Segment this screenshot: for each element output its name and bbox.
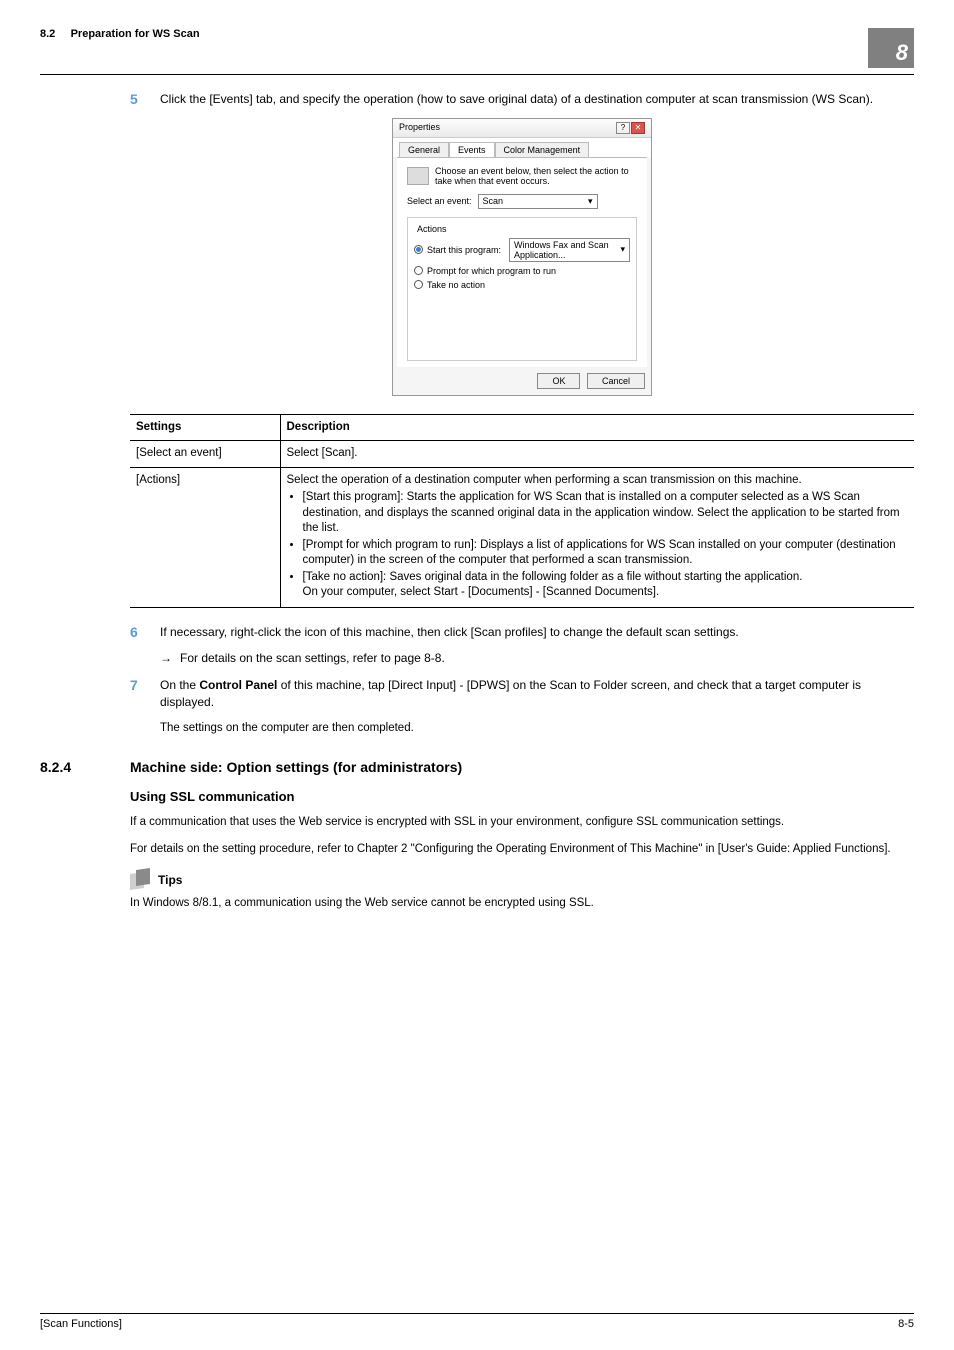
step-7-after: The settings on the computer are then co… <box>160 720 914 737</box>
step-5: 5 Click the [Events] tab, and specify th… <box>130 91 914 108</box>
tips-label: Tips <box>158 873 182 887</box>
radio-noaction-label: Take no action <box>427 280 485 290</box>
cell-select-scan: Select [Scan]. <box>280 441 914 468</box>
actions-group: Actions Start this program: Windows Fax … <box>407 217 637 361</box>
bullet-prompt: [Prompt for which program to run]: Displ… <box>303 538 909 569</box>
step-6-sub: → For details on the scan settings, refe… <box>160 651 914 665</box>
bullet-noaction-a: [Take no action]: Saves original data in… <box>303 571 803 583</box>
step-6-text: If necessary, right-click the icon of th… <box>160 624 914 641</box>
header-rule <box>40 74 914 75</box>
bullet-noaction-b: On your computer, select Start - [Docume… <box>303 586 660 598</box>
program-dropdown[interactable]: Windows Fax and Scan Application... ▾ <box>509 238 630 262</box>
tab-events[interactable]: Events <box>449 142 495 157</box>
step-7-bold: Control Panel <box>199 678 277 692</box>
cell-actions: [Actions] <box>130 467 280 607</box>
step-7-a: On the <box>160 678 199 692</box>
dialog-window-controls: ? ✕ <box>615 122 645 134</box>
select-event-value: Scan <box>483 196 504 206</box>
footer: [Scan Functions] 8-5 <box>40 1313 914 1330</box>
table-row: [Select an event] Select [Scan]. <box>130 441 914 468</box>
radio-start-label: Start this program: <box>427 245 501 255</box>
dialog-tabs: General Events Color Management <box>393 138 651 157</box>
radio-selected-icon <box>414 245 423 254</box>
actions-label: Actions <box>414 224 450 234</box>
step-7-num: 7 <box>130 677 160 693</box>
cell-select-event: [Select an event] <box>130 441 280 468</box>
radio-unselected-icon <box>414 266 423 275</box>
section-title: Preparation for WS Scan <box>71 28 200 40</box>
th-description: Description <box>280 414 914 441</box>
step-6-num: 6 <box>130 624 160 640</box>
th-settings: Settings <box>130 414 280 441</box>
footer-left: [Scan Functions] <box>40 1318 122 1330</box>
bullet-start-program: [Start this program]: Starts the applica… <box>303 490 909 537</box>
tips-heading: Tips <box>130 869 914 891</box>
dialog-title: Properties <box>399 122 440 134</box>
tab-color[interactable]: Color Management <box>495 142 590 157</box>
scanner-icon <box>407 167 429 185</box>
chapter-num: 8 <box>896 40 908 66</box>
radio-noaction[interactable]: Take no action <box>414 280 630 290</box>
step-7-text: On the Control Panel of this machine, ta… <box>160 677 914 711</box>
step-6-sub-text: For details on the scan settings, refer … <box>180 651 445 665</box>
cell-actions-desc: Select the operation of a destination co… <box>280 467 914 607</box>
step-7: 7 On the Control Panel of this machine, … <box>130 677 914 711</box>
radio-unselected-icon <box>414 280 423 289</box>
footer-right: 8-5 <box>898 1318 914 1330</box>
cancel-button[interactable]: Cancel <box>587 373 645 389</box>
tab-general[interactable]: General <box>399 142 449 157</box>
table-row: [Actions] Select the operation of a dest… <box>130 467 914 607</box>
h3-text: Machine side: Option settings (for admin… <box>130 759 462 775</box>
dialog-hint: Choose an event below, then select the a… <box>435 166 637 186</box>
help-icon[interactable]: ? <box>616 122 630 134</box>
radio-start-program[interactable]: Start this program: Windows Fax and Scan… <box>414 238 630 262</box>
ok-button[interactable]: OK <box>537 373 580 389</box>
close-icon[interactable]: ✕ <box>631 122 645 134</box>
ssl-p2: For details on the setting procedure, re… <box>130 841 914 858</box>
actions-intro: Select the operation of a destination co… <box>287 474 802 486</box>
radio-prompt-label: Prompt for which program to run <box>427 266 556 276</box>
step-5-text: Click the [Events] tab, and specify the … <box>160 91 914 108</box>
chapter-badge: 8 <box>868 28 914 68</box>
tips-icon <box>130 869 152 891</box>
step-6: 6 If necessary, right-click the icon of … <box>130 624 914 641</box>
program-value: Windows Fax and Scan Application... <box>514 240 620 260</box>
heading-8-2-4: 8.2.4 Machine side: Option settings (for… <box>40 759 914 775</box>
radio-prompt[interactable]: Prompt for which program to run <box>414 266 630 276</box>
section-num: 8.2 <box>40 28 55 40</box>
ssl-p1: If a communication that uses the Web ser… <box>130 814 914 831</box>
chevron-down-icon: ▾ <box>620 244 625 255</box>
settings-table: Settings Description [Select an event] S… <box>130 414 914 608</box>
bullet-noaction: [Take no action]: Saves original data in… <box>303 570 909 601</box>
chevron-down-icon: ▾ <box>588 196 593 207</box>
header-section: 8.2 Preparation for WS Scan <box>40 28 200 40</box>
select-event-label: Select an event: <box>407 196 472 206</box>
select-event-dropdown[interactable]: Scan ▾ <box>478 194 598 209</box>
properties-dialog: Properties ? ✕ General Events Color Mana… <box>392 118 652 396</box>
arrow-icon: → <box>160 651 172 665</box>
tips-text: In Windows 8/8.1, a communication using … <box>130 895 914 912</box>
h3-num: 8.2.4 <box>40 759 130 775</box>
step-5-num: 5 <box>130 91 160 107</box>
h4-ssl: Using SSL communication <box>130 789 914 804</box>
